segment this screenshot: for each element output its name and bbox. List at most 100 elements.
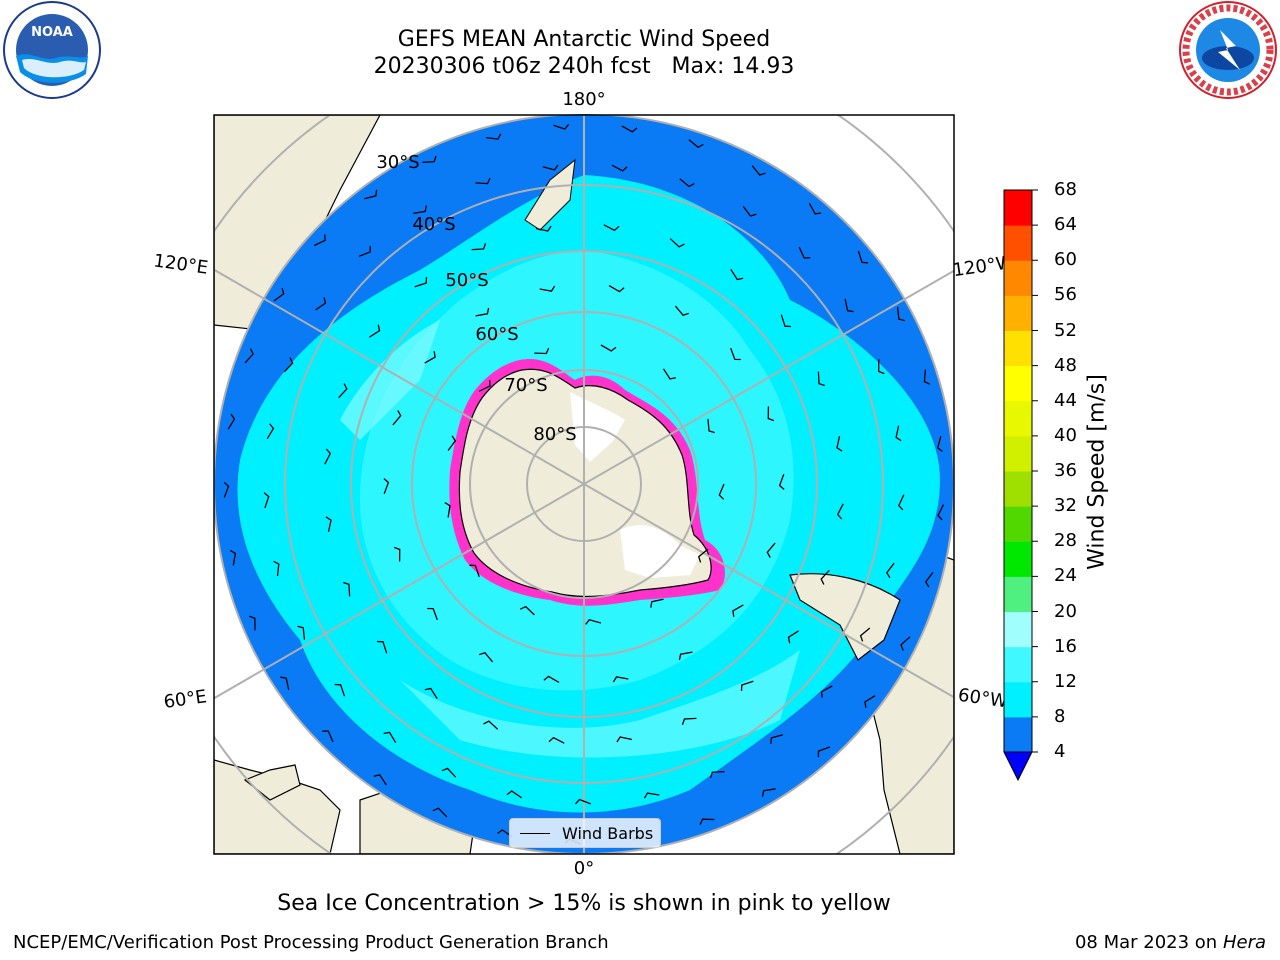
wind-barb xyxy=(742,206,757,217)
colorbar-tick-label: 32 xyxy=(1054,495,1077,517)
wind-barb xyxy=(900,636,911,651)
wind-barb xyxy=(283,357,294,373)
colorbar-tick-label: 64 xyxy=(1054,214,1077,236)
colorbar xyxy=(1003,189,1038,782)
colorbar-tick-label: 28 xyxy=(1054,530,1077,552)
wind-barb xyxy=(369,324,381,338)
colorbar-segment xyxy=(1004,716,1032,753)
wind-barb xyxy=(315,297,327,311)
wind-barb xyxy=(383,478,390,495)
wind-barb xyxy=(475,177,491,185)
colorbar-tick-label: 48 xyxy=(1054,354,1077,376)
lat-label-50s: 50°S xyxy=(445,270,488,291)
colorbar-segment xyxy=(1004,471,1032,507)
wind-barb xyxy=(643,792,660,799)
wind-barb xyxy=(343,581,351,597)
footer-date-text: 08 Mar 2023 on xyxy=(1074,932,1218,953)
wind-barb xyxy=(393,546,401,562)
wind-barb xyxy=(358,245,371,257)
wind-barb xyxy=(761,788,776,797)
wind-barb xyxy=(273,560,280,577)
wind-barb xyxy=(542,164,559,171)
wind-barb xyxy=(608,285,625,293)
wind-barb xyxy=(475,307,490,317)
wind-barb xyxy=(424,351,436,364)
wind-barb xyxy=(280,676,290,691)
colorbar-tick-label: 68 xyxy=(1054,179,1077,200)
colorbar-title: Wind Speed [m/s] xyxy=(1084,374,1110,570)
wind-barb xyxy=(898,494,905,511)
wind-barb xyxy=(478,379,491,392)
wind-barb xyxy=(778,473,785,490)
colorbar-tick-label: 16 xyxy=(1054,635,1077,657)
wind-barb xyxy=(709,770,725,779)
colorbar-segment xyxy=(1004,260,1032,296)
wind-barb xyxy=(497,829,513,838)
wind-barb xyxy=(413,205,428,214)
wind-barb xyxy=(334,683,346,697)
colorbar-segment xyxy=(1004,611,1032,648)
wind-barb xyxy=(780,314,792,328)
wind-barb xyxy=(859,627,871,642)
wind-barb xyxy=(669,238,685,248)
lon-label-0: 0° xyxy=(574,858,594,879)
graticule xyxy=(214,115,954,854)
wind-barb xyxy=(699,818,715,825)
wind-barb xyxy=(444,502,451,518)
wind-barb xyxy=(730,269,744,281)
colorbar-tick-label: 8 xyxy=(1054,705,1066,727)
wind-barb xyxy=(798,246,811,259)
wind-barb xyxy=(767,406,775,422)
footer-host: Hera xyxy=(1222,932,1266,953)
noaa-logo: NOAA xyxy=(3,1,101,99)
wind-barb xyxy=(878,359,885,375)
wind-barb xyxy=(936,436,943,453)
wind-barb xyxy=(447,435,457,451)
wind-barb xyxy=(539,285,556,292)
wind-barb xyxy=(817,371,825,387)
sea-ice-caption: Sea Ice Concentration > 15% is shown in … xyxy=(277,891,891,916)
wind-barb xyxy=(820,569,830,585)
wind-barb xyxy=(787,630,799,644)
wind-barb xyxy=(697,548,709,563)
colorbar-tick-label: 52 xyxy=(1054,319,1077,341)
colorbar-segment xyxy=(1004,541,1032,577)
colorbar-segment xyxy=(1004,506,1032,542)
wind-barb xyxy=(674,305,690,317)
wind-barb xyxy=(483,720,499,730)
wind-barb xyxy=(383,731,397,744)
colorbar-segment xyxy=(1004,295,1032,331)
wind-barb xyxy=(844,298,854,313)
colorbar-tick-label: 60 xyxy=(1054,249,1077,271)
lat-label-70s: 70°S xyxy=(504,375,547,396)
wind-barb xyxy=(621,125,638,133)
wind-barb xyxy=(244,348,254,364)
colorbar-segment xyxy=(1004,576,1032,612)
lat-label-40s: 40°S xyxy=(412,214,455,235)
wind-barb xyxy=(469,564,480,578)
wind-barb xyxy=(836,503,844,520)
chart-subtitle: 20230306 t06z 240h fcst Max: 14.93 xyxy=(373,54,795,79)
wind-barb xyxy=(325,516,332,533)
colorbar-segment xyxy=(1004,330,1032,367)
wind-barb xyxy=(373,774,387,786)
wind-barb xyxy=(314,234,326,247)
footer-date: 08 Mar 2023 on Hera xyxy=(1075,932,1266,953)
wind-barb xyxy=(836,435,843,452)
wind-barb xyxy=(485,133,502,140)
wind-barb xyxy=(678,651,693,661)
wind-barb xyxy=(600,344,617,352)
colorbar-segment xyxy=(1004,400,1032,437)
wind-barb xyxy=(611,164,628,172)
colorbar-tick-label: 12 xyxy=(1054,670,1077,692)
wind-barb xyxy=(478,651,494,663)
wind-barb xyxy=(732,604,744,617)
wind-barb xyxy=(534,347,550,355)
wind-barb xyxy=(427,607,438,621)
lat-label-30s: 30°S xyxy=(376,152,419,173)
wind-barb xyxy=(263,492,270,509)
wind-barb xyxy=(227,413,236,430)
wind-barb xyxy=(266,423,275,440)
wind-barb xyxy=(548,736,565,744)
wind-barb xyxy=(297,625,306,640)
